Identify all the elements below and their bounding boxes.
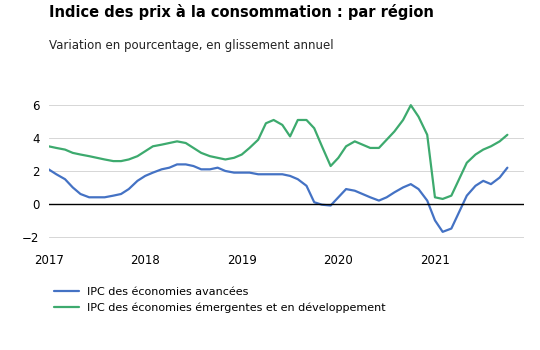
IPC des économies émergentes et en développement bbox=[45, 144, 52, 148]
Line: IPC des économies émergentes et en développement: IPC des économies émergentes et en dével… bbox=[49, 105, 508, 199]
IPC des économies émergentes et en développement bbox=[158, 142, 165, 147]
IPC des économies avancées bbox=[440, 230, 446, 234]
IPC des économies émergentes et en développement bbox=[488, 144, 494, 148]
IPC des économies avancées bbox=[504, 166, 511, 170]
Legend: IPC des économies avancées, IPC des économies émergentes et en développement: IPC des économies avancées, IPC des écon… bbox=[54, 287, 386, 313]
Line: IPC des économies avancées: IPC des économies avancées bbox=[49, 164, 508, 232]
IPC des économies avancées bbox=[488, 182, 494, 186]
IPC des économies avancées bbox=[150, 170, 156, 175]
IPC des économies émergentes et en développement bbox=[408, 103, 414, 107]
IPC des économies émergentes et en développement bbox=[383, 138, 390, 142]
IPC des économies émergentes et en développement bbox=[440, 197, 446, 201]
IPC des économies avancées bbox=[45, 167, 52, 172]
IPC des économies avancées bbox=[391, 190, 397, 195]
IPC des économies émergentes et en développement bbox=[352, 139, 358, 144]
IPC des économies émergentes et en développement bbox=[150, 144, 156, 148]
Text: Indice des prix à la consommation : par région: Indice des prix à la consommation : par … bbox=[49, 4, 434, 20]
IPC des économies avancées bbox=[158, 167, 165, 172]
IPC des économies émergentes et en développement bbox=[448, 194, 455, 198]
IPC des économies avancées bbox=[359, 192, 366, 196]
IPC des économies avancées bbox=[174, 162, 180, 167]
IPC des économies émergentes et en développement bbox=[504, 133, 511, 137]
IPC des économies avancées bbox=[448, 226, 455, 231]
Text: Variation en pourcentage, en glissement annuel: Variation en pourcentage, en glissement … bbox=[49, 38, 333, 51]
